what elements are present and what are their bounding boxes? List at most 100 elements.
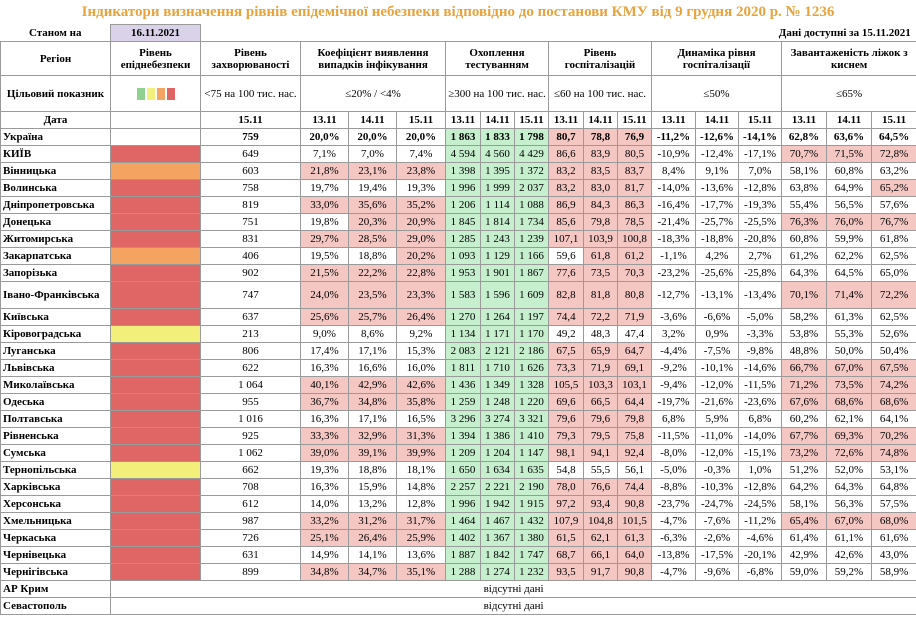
testing-value: 1 209 [445, 444, 481, 462]
detection-value: 18,8% [348, 247, 397, 265]
data-available: Дані доступні за 15.11.2021 [778, 26, 911, 39]
dynamics-value: -9,4% [651, 376, 696, 394]
hospital-value: 73,3 [548, 359, 584, 377]
target-value: ≤20% / <4% [300, 75, 446, 112]
dynamics-value: 0,9% [695, 325, 739, 343]
detection-value: 31,7% [396, 512, 446, 530]
dynamics-value: -10,3% [695, 478, 739, 496]
region-name: Херсонська [0, 495, 111, 513]
oxygen-value: 67,7% [781, 427, 827, 445]
oxygen-value: 70,2% [870, 427, 916, 445]
testing-value: 1 596 [480, 281, 515, 309]
region-name: Донецька [0, 213, 111, 231]
hospital-value: 79,6 [548, 410, 584, 428]
dynamics-value: -4,6% [738, 529, 782, 547]
region-row: Івано-Франківська 747 24,0% 23,5% 23,3% 1 583… [0, 281, 916, 309]
dynamics-value: -12,4% [695, 145, 739, 163]
dynamics-value: -11,0% [695, 427, 739, 445]
hospital-value: 76,6 [583, 478, 618, 496]
oxygen-value: 73,5% [826, 376, 872, 394]
dynamics-value: -4,4% [651, 342, 696, 360]
level-cell [110, 427, 201, 445]
incidence: 612 [200, 495, 301, 513]
oxygen-value: 69,3% [826, 427, 872, 445]
dynamics-value: -9,2% [651, 359, 696, 377]
level-legend [110, 75, 201, 112]
detection-value: 28,5% [348, 230, 397, 248]
dynamics-value: 9,1% [695, 162, 739, 180]
hospital-value: 92,4 [617, 444, 652, 462]
oxygen-value: 70,7% [781, 145, 827, 163]
indicator-table: Станом на 16.11.2021 Дані доступні за 15.1… [0, 24, 916, 615]
dynamics-value: -13,1% [695, 281, 739, 309]
region-name: Дніпропетровська [0, 196, 111, 214]
level-cell [110, 281, 201, 309]
dynamics-value: -17,7% [695, 196, 739, 214]
column-header: Динаміка рівня госпіталізації [651, 41, 782, 76]
date: 15.11 [870, 111, 916, 129]
incidence: 213 [200, 325, 301, 343]
oxygen-value: 58,1% [781, 495, 827, 513]
oxygen-value: 72,2% [870, 281, 916, 309]
detection-value: 9,2% [396, 325, 446, 343]
hospital-value: 79,8 [583, 213, 618, 231]
region-name: Вінницька [0, 162, 111, 180]
detection-value: 25,6% [300, 308, 349, 326]
testing-value: 1 887 [445, 546, 481, 564]
hospital-value: 83,2 [548, 179, 584, 197]
oxygen-value: 58,2% [781, 308, 827, 326]
testing-value: 1 166 [514, 247, 549, 265]
detection-value: 17,1% [348, 410, 397, 428]
oxygen-value: 70,1% [781, 281, 827, 309]
oxygen-value: 57,6% [870, 196, 916, 214]
oxygen-value: 52,6% [870, 325, 916, 343]
testing-value: 1 609 [514, 281, 549, 309]
date: 13.11 [781, 111, 827, 129]
detection-value: 22,2% [348, 264, 397, 282]
oxygen-value: 53,1% [870, 461, 916, 479]
region-row: Харківська 708 16,3% 15,9% 14,8% 2 257 2 221 2 … [0, 478, 916, 496]
hospital-value: 61,2 [617, 247, 652, 265]
oxygen-value: 68,0% [870, 512, 916, 530]
oxygen-value: 67,5% [870, 359, 916, 377]
dynamics-value: -17,5% [695, 546, 739, 564]
oxygen-value: 62,5% [870, 247, 916, 265]
testing-value: 1 747 [514, 546, 549, 564]
oxygen-value: 61,1% [826, 529, 872, 547]
dynamics-value: -24,7% [695, 495, 739, 513]
detection-value: 20,0% [300, 128, 349, 146]
incidence: 747 [200, 281, 301, 309]
oxygen-value: 63,6% [826, 128, 872, 146]
dynamics-value: 3,2% [651, 325, 696, 343]
dynamics-value: -12,8% [738, 478, 782, 496]
testing-value: 1 259 [445, 393, 481, 411]
detection-value: 23,3% [396, 281, 446, 309]
detection-value: 34,7% [348, 563, 397, 581]
detection-value: 14,8% [396, 478, 446, 496]
detection-value: 34,8% [300, 563, 349, 581]
hospital-value: 47,4 [617, 325, 652, 343]
hospital-value: 64,7 [617, 342, 652, 360]
testing-value: 1 833 [480, 128, 515, 146]
title: Індикатори визначення рівнів епідемічної… [81, 4, 835, 20]
level-cell [110, 128, 201, 146]
hospital-value: 79,6 [583, 410, 618, 428]
oxygen-value: 71,5% [826, 145, 872, 163]
dynamics-value: 6,8% [738, 410, 782, 428]
hospital-value: 86,9 [548, 196, 584, 214]
dynamics-value: -6,3% [651, 529, 696, 547]
detection-value: 8,6% [348, 325, 397, 343]
region-row: Одеська 955 36,7% 34,8% 35,8% 1 259 1 248 1 220… [0, 393, 916, 411]
region-name: Запорізька [0, 264, 111, 282]
region-name: Кіровоградська [0, 325, 111, 343]
testing-value: 3 274 [480, 410, 515, 428]
dynamics-value: -14,0% [738, 427, 782, 445]
dynamics-value: -14,6% [738, 359, 782, 377]
hospital-value: 66,1 [583, 546, 618, 564]
hospital-value: 79,8 [617, 410, 652, 428]
region-name: Миколаївська [0, 376, 111, 394]
region-name: АР Крим [0, 580, 111, 598]
testing-value: 1 274 [480, 563, 515, 581]
detection-value: 16,3% [300, 478, 349, 496]
